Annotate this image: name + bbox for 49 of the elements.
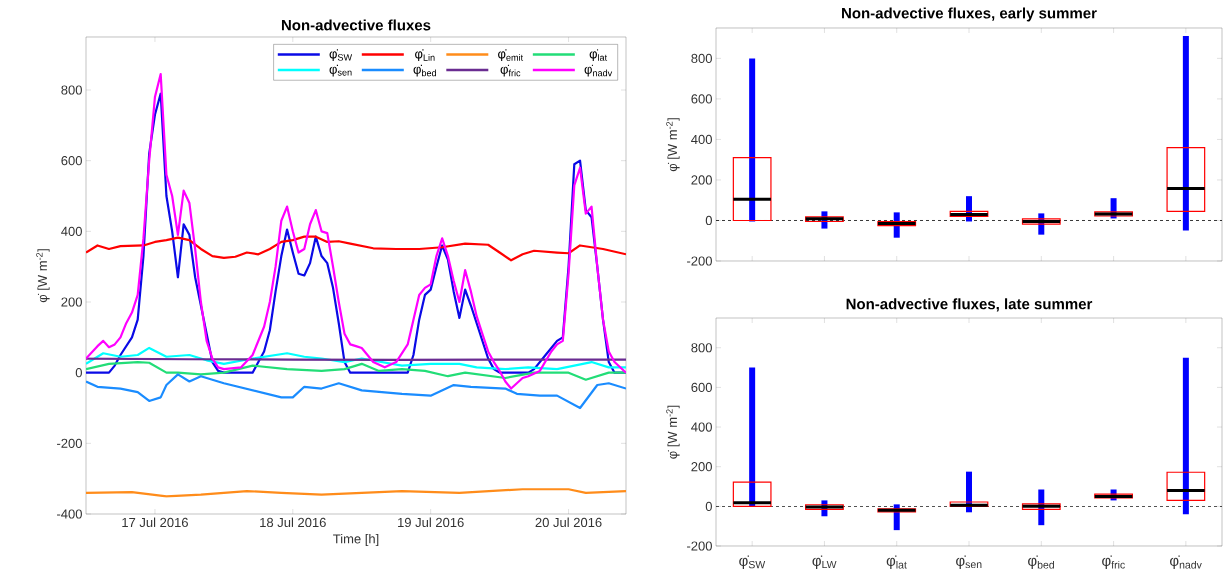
y-tick-label: -400 <box>57 509 82 519</box>
legend-label: φ̇$_{nadv}$ <box>584 64 613 77</box>
x-axis-title: Time [h] <box>333 533 379 547</box>
line-series <box>86 235 626 262</box>
y-tick-label: 400 <box>691 422 712 432</box>
x-tick-label: φ̇$_{lat}$ <box>886 555 907 569</box>
x-tick-label: φ̇$_{bed}$ <box>1028 555 1054 569</box>
y-tick-label: 0 <box>705 501 712 511</box>
y-tick-label: 0 <box>75 368 82 378</box>
y-tick-label: 400 <box>691 134 712 145</box>
x-tick-label: 17 Jul 2016 <box>122 517 188 528</box>
x-tick-label: 19 Jul 2016 <box>398 517 464 528</box>
y-axis-title: φ̇ [W m$^{-2}$] <box>36 249 50 303</box>
y-tick-label: 800 <box>61 85 82 95</box>
line-series <box>86 346 626 371</box>
y-tick-label: -200 <box>57 438 82 448</box>
legend-label: φ̇$_{sen}$ <box>329 64 352 77</box>
y-tick-label: -200 <box>687 541 712 551</box>
line-series <box>86 360 626 381</box>
y-tick-label: 0 <box>705 215 712 226</box>
x-tick-label: 20 Jul 2016 <box>535 517 602 528</box>
y-tick-label: 200 <box>691 462 712 472</box>
legend-label: φ̇$_{emit}$ <box>498 49 524 61</box>
line-series <box>86 488 626 498</box>
x-tick-label: φ̇$_{nadv}$ <box>1170 555 1202 569</box>
y-tick-label: 800 <box>691 53 712 63</box>
x-tick-label: 18 Jul 2016 <box>260 517 326 528</box>
y-tick-label: 800 <box>691 343 712 353</box>
legend-label: φ̇$_{fric}$ <box>500 64 521 77</box>
legend-label: φ̇$_{lat}$ <box>589 49 608 61</box>
y-tick-label: 400 <box>61 226 82 236</box>
y-axis-title: φ̇ [W m$^{-2}$] <box>666 405 680 459</box>
y-tick-label: 600 <box>691 382 712 392</box>
x-tick-label: φ̇$_{sen}$ <box>956 555 982 569</box>
y-tick-label: 200 <box>691 175 712 185</box>
legend-label: φ̇$_{SW}$ <box>329 49 353 61</box>
chart-title: Non-advective fluxes <box>281 19 431 31</box>
legend-label: φ̇$_{Lin}$ <box>415 49 435 61</box>
y-tick-label: -200 <box>687 256 712 266</box>
x-tick-label: φ̇$_{fric}$ <box>1102 555 1125 569</box>
y-tick-label: 200 <box>61 297 82 307</box>
x-tick-label: φ̇$_{LW}$ <box>812 555 837 569</box>
y-tick-label: 600 <box>691 94 712 104</box>
x-tick-label: φ̇$_{SW}$ <box>739 555 766 569</box>
y-axis-title: φ̇ [W m$^{-2}$] <box>666 118 680 172</box>
y-tick-label: 600 <box>61 156 82 166</box>
legend-label: φ̇$_{bed}$ <box>413 64 437 77</box>
chart-title: Non-advective fluxes, late summer <box>846 298 1093 312</box>
chart-title: Non-advective fluxes, early summer <box>842 7 1097 22</box>
